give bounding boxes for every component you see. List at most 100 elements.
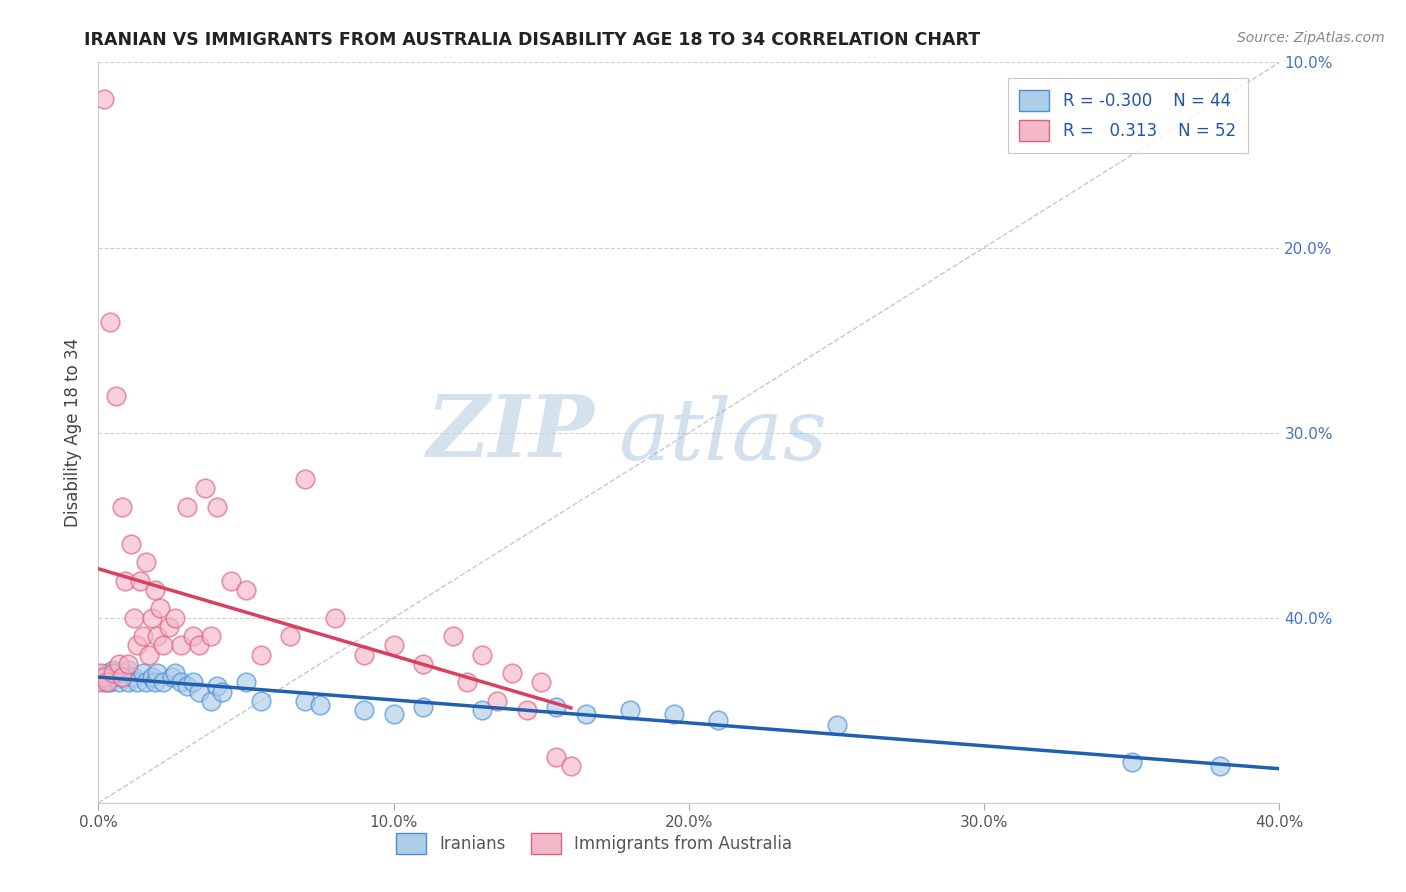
Point (117, 675, 139, 690)
Point (441, 629, 464, 643)
Point (501, 666, 523, 681)
Point (309, 698, 332, 712)
Point (90, 666, 112, 681)
Point (152, 639, 174, 653)
Point (111, 500, 134, 514)
Point (138, 648, 160, 662)
Point (96, 675, 118, 690)
Point (294, 694, 316, 708)
Point (187, 639, 209, 653)
Point (93, 675, 115, 690)
Point (176, 679, 198, 693)
Point (382, 639, 405, 653)
Point (530, 675, 553, 690)
Point (294, 472, 316, 486)
Point (323, 610, 346, 624)
Point (87, 675, 110, 690)
Point (103, 670, 125, 684)
Point (135, 555, 157, 569)
Point (707, 713, 730, 727)
Point (546, 699, 568, 714)
Point (825, 718, 848, 732)
Point (165, 666, 187, 681)
Point (221, 574, 243, 588)
Point (471, 703, 494, 717)
Text: atlas: atlas (619, 395, 827, 477)
Point (664, 706, 686, 721)
Point (1209, 758, 1232, 772)
Point (181, 675, 204, 690)
Point (105, 388, 128, 402)
Point (176, 500, 198, 514)
Point (103, 663, 125, 677)
Text: Source: ZipAtlas.com: Source: ZipAtlas.com (1237, 31, 1385, 45)
Point (93, 670, 115, 684)
Point (152, 675, 174, 690)
Point (117, 663, 139, 677)
Point (93, 92, 115, 106)
Point (149, 601, 172, 615)
Point (141, 610, 163, 624)
Point (128, 574, 150, 588)
Point (471, 648, 494, 662)
Point (125, 675, 148, 690)
Point (457, 675, 479, 690)
Point (187, 685, 209, 699)
Point (353, 648, 375, 662)
Point (114, 666, 136, 681)
Point (165, 610, 187, 624)
Point (132, 666, 155, 681)
Point (546, 749, 568, 764)
Point (146, 666, 169, 681)
Point (114, 574, 136, 588)
Point (250, 694, 273, 708)
Point (382, 706, 405, 721)
Point (280, 629, 302, 643)
Point (146, 629, 169, 643)
Point (560, 758, 582, 772)
Point (575, 706, 598, 721)
Point (200, 694, 222, 708)
Point (170, 675, 193, 690)
Point (157, 620, 180, 634)
Point (516, 703, 538, 717)
Point (122, 670, 145, 684)
Point (132, 629, 155, 643)
Point (619, 703, 641, 717)
Point (211, 685, 233, 699)
Point (181, 629, 204, 643)
Point (205, 679, 228, 693)
Point (205, 500, 228, 514)
Point (200, 629, 222, 643)
Point (170, 639, 193, 653)
Point (135, 675, 157, 690)
Point (143, 675, 166, 690)
Point (96, 666, 118, 681)
Point (108, 675, 131, 690)
Legend: Iranians, Immigrants from Australia: Iranians, Immigrants from Australia (389, 826, 799, 861)
Point (194, 481, 217, 495)
Point (353, 703, 375, 717)
Point (1121, 755, 1143, 769)
Point (111, 670, 134, 684)
Point (412, 657, 434, 671)
Point (103, 666, 125, 681)
Text: ZIP: ZIP (426, 391, 595, 475)
Point (250, 648, 273, 662)
Point (120, 536, 142, 550)
Point (117, 657, 139, 671)
Point (235, 675, 257, 690)
Text: IRANIAN VS IMMIGRANTS FROM AUSTRALIA DISABILITY AGE 18 TO 34 CORRELATION CHART: IRANIAN VS IMMIGRANTS FROM AUSTRALIA DIS… (84, 31, 980, 49)
Point (486, 694, 509, 708)
Point (125, 639, 148, 653)
Point (111, 670, 134, 684)
Point (108, 657, 131, 671)
Point (98, 314, 121, 328)
Point (122, 610, 145, 624)
Y-axis label: Disability Age 18 to 34: Disability Age 18 to 34 (65, 338, 83, 527)
Point (105, 666, 128, 681)
Point (235, 582, 257, 597)
Point (162, 670, 183, 684)
Point (141, 670, 163, 684)
Point (412, 699, 434, 714)
